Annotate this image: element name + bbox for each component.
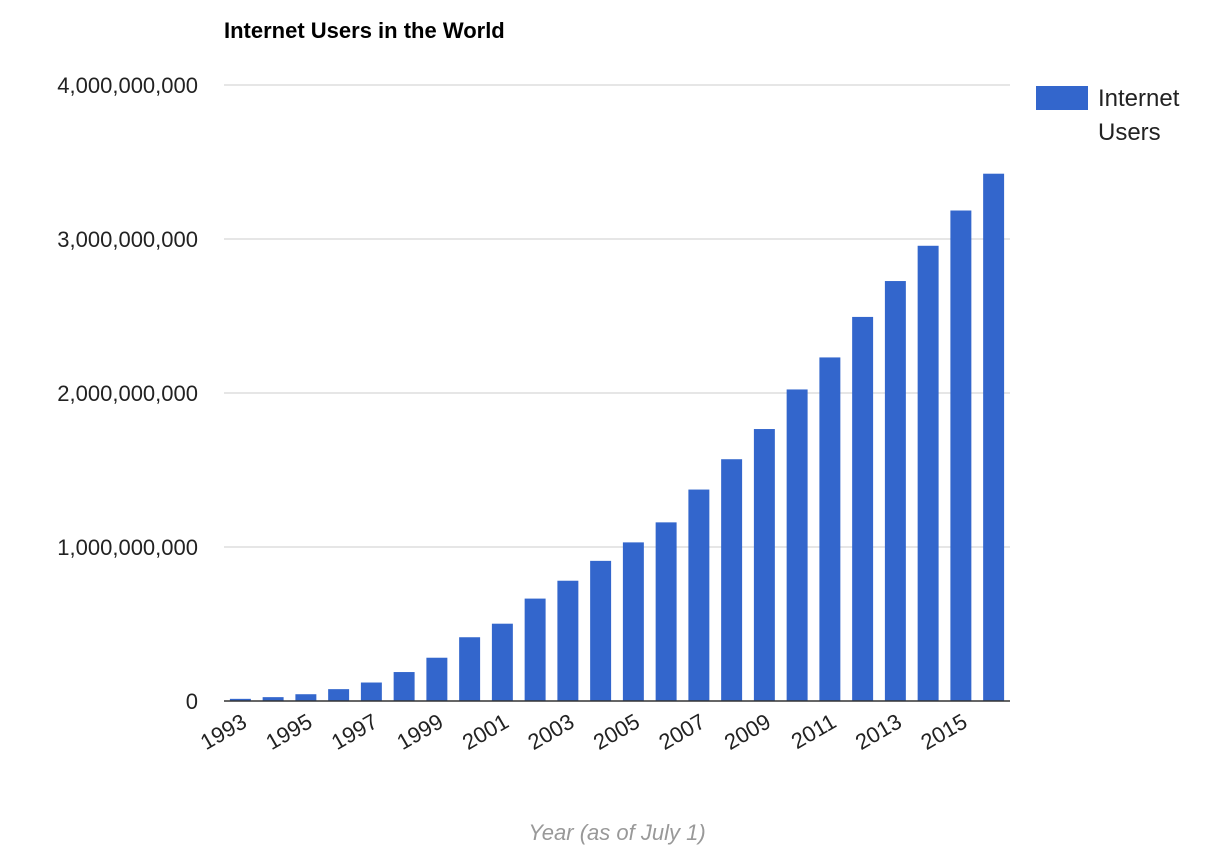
bar-2016: [983, 173, 1005, 702]
x-tick-label: 2007: [654, 709, 709, 755]
x-tick-label: 2015: [916, 709, 971, 755]
bar-2014: [917, 245, 939, 701]
y-tick-label: 4,000,000,000: [57, 73, 198, 98]
y-tick-label: 3,000,000,000: [57, 227, 198, 252]
bar-2012: [852, 316, 874, 701]
legend-swatch: [1036, 86, 1088, 110]
legend-label-line1: Internet: [1098, 85, 1180, 112]
bar-1993: [229, 698, 251, 701]
bar-1995: [295, 694, 317, 701]
y-tick-label: 2,000,000,000: [57, 381, 198, 406]
bar-1994: [262, 697, 284, 701]
bar-2006: [655, 522, 677, 701]
x-tick-label: 2011: [787, 709, 840, 754]
bar-2000: [459, 637, 481, 701]
bar-1999: [426, 657, 448, 701]
legend: Internet Users: [1036, 85, 1180, 146]
bar-1998: [393, 672, 415, 701]
bar-2010: [786, 389, 808, 701]
bar-2003: [557, 580, 579, 701]
x-tick-label: 2001: [458, 709, 513, 755]
bar-2009: [753, 429, 775, 701]
x-tick-label: 2013: [851, 709, 906, 755]
bar-2001: [491, 623, 513, 701]
x-tick-label: 1993: [196, 709, 251, 755]
chart-title: Internet Users in the World: [224, 18, 505, 43]
bar-2011: [819, 357, 841, 701]
legend-label-line2: Users: [1098, 119, 1161, 146]
bar-2007: [688, 489, 710, 701]
bar-1997: [360, 682, 382, 701]
bar-2015: [950, 210, 972, 701]
x-tick-label: 2009: [720, 709, 775, 755]
x-tick-label: 1995: [261, 709, 316, 755]
x-tick-label: 1997: [327, 709, 382, 755]
bar-2004: [590, 560, 612, 701]
x-tick-label: 2003: [523, 709, 578, 755]
bar-2005: [622, 542, 644, 701]
bar-2013: [884, 281, 906, 701]
x-tick-label: 1999: [392, 709, 447, 755]
y-tick-label: 0: [186, 689, 198, 714]
bar-1996: [328, 689, 350, 701]
x-axis-title: Year (as of July 1): [528, 820, 705, 845]
x-tick-label: 2005: [589, 709, 644, 755]
bar-2002: [524, 598, 546, 701]
bar-2008: [721, 459, 743, 701]
y-tick-label: 1,000,000,000: [57, 535, 198, 560]
